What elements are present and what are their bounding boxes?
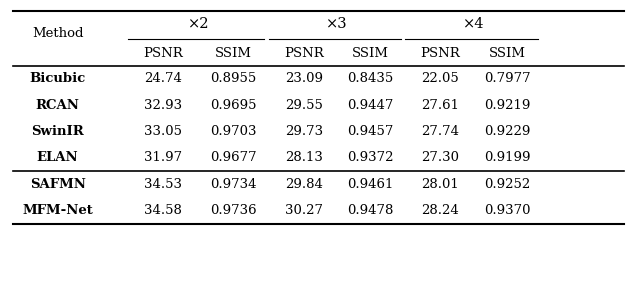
Text: SSIM: SSIM [489,47,526,60]
Text: SSIM: SSIM [351,47,388,60]
Text: 31.97: 31.97 [144,151,182,164]
Text: ELAN: ELAN [36,151,79,164]
Text: MFM-Net: MFM-Net [22,204,93,217]
Text: 30.27: 30.27 [285,204,323,217]
Text: 34.58: 34.58 [144,204,182,217]
Text: 28.24: 28.24 [422,204,459,217]
Text: 0.7977: 0.7977 [484,72,531,86]
Text: 32.93: 32.93 [144,99,182,112]
Text: ×3: ×3 [326,17,348,31]
Text: 0.9736: 0.9736 [211,204,257,217]
Text: PSNR: PSNR [284,47,324,60]
Text: 0.9734: 0.9734 [211,178,257,191]
Text: 27.61: 27.61 [421,99,460,112]
Text: 0.9252: 0.9252 [484,178,531,191]
Text: 24.74: 24.74 [144,72,182,86]
Text: 0.9478: 0.9478 [347,204,393,217]
Text: PSNR: PSNR [143,47,183,60]
Text: Method: Method [32,27,83,40]
Text: 28.13: 28.13 [285,151,323,164]
Text: 22.05: 22.05 [422,72,459,86]
Text: 0.9229: 0.9229 [484,125,531,138]
Text: 0.9447: 0.9447 [347,99,393,112]
Text: 34.53: 34.53 [144,178,182,191]
Text: 27.74: 27.74 [421,125,460,138]
Text: 0.9677: 0.9677 [211,151,257,164]
Text: 0.8955: 0.8955 [211,72,257,86]
Text: 29.73: 29.73 [285,125,323,138]
Text: 0.9457: 0.9457 [347,125,393,138]
Text: ×2: ×2 [188,17,209,31]
Text: Bicubic: Bicubic [29,72,86,86]
Text: 0.9461: 0.9461 [347,178,393,191]
Text: SSIM: SSIM [215,47,252,60]
Text: 29.84: 29.84 [285,178,323,191]
Text: SAFMN: SAFMN [29,178,86,191]
Text: 27.30: 27.30 [421,151,460,164]
Text: 0.8435: 0.8435 [347,72,393,86]
Text: 33.05: 33.05 [144,125,182,138]
Text: 0.9370: 0.9370 [484,204,531,217]
Text: 0.9695: 0.9695 [211,99,257,112]
Text: ×4: ×4 [463,17,484,31]
Text: PSNR: PSNR [420,47,460,60]
Text: 28.01: 28.01 [422,178,459,191]
Text: SwinIR: SwinIR [31,125,84,138]
Text: RCAN: RCAN [36,99,79,112]
Text: 0.9199: 0.9199 [484,151,531,164]
Text: 23.09: 23.09 [285,72,323,86]
Text: 29.55: 29.55 [285,99,323,112]
Text: 0.9372: 0.9372 [347,151,393,164]
Text: 0.9219: 0.9219 [484,99,531,112]
Text: 0.9703: 0.9703 [211,125,257,138]
